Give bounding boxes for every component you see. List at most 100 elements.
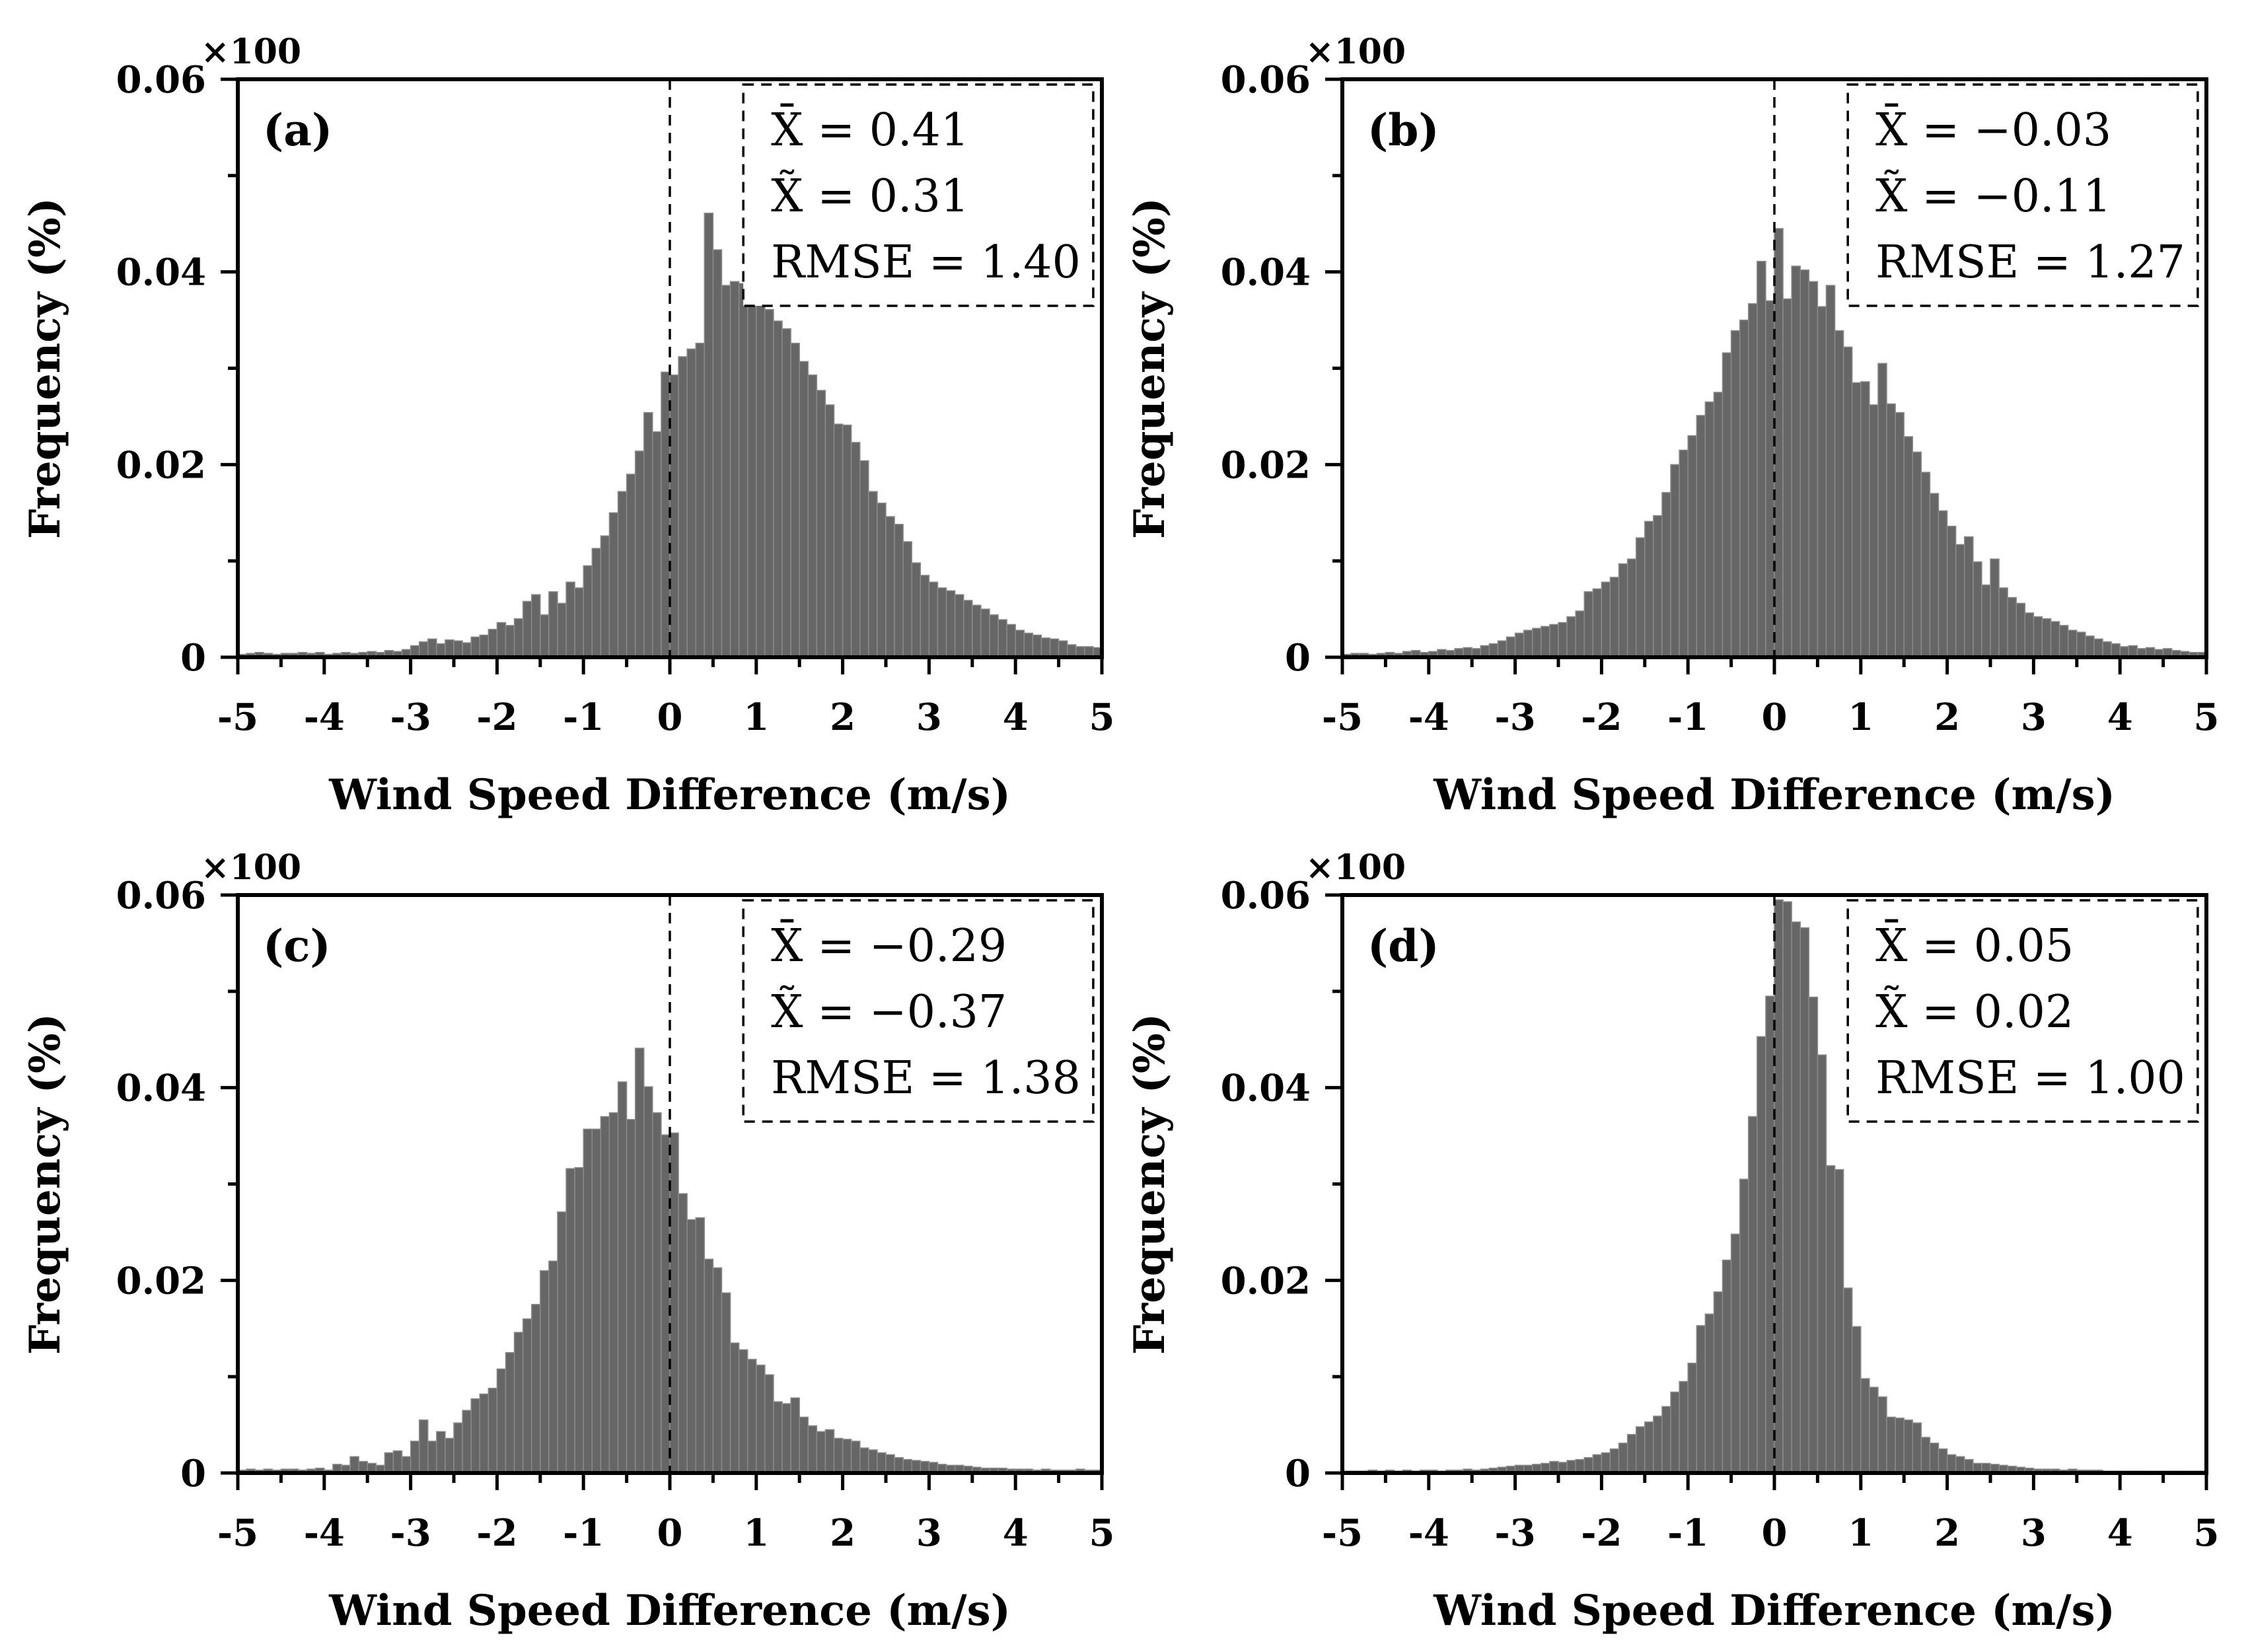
histogram-bar (1541, 626, 1550, 658)
histogram-bar (1532, 628, 1542, 658)
x-tick-label: 1 (743, 696, 769, 739)
histogram-bar (436, 643, 446, 658)
histogram-bar (1739, 1178, 1749, 1474)
histogram-bar (962, 600, 973, 658)
histogram-bar (1592, 588, 1603, 658)
histogram-bar (669, 1132, 679, 1474)
y-axis-label: Frequency (%) (1125, 1013, 1175, 1355)
histogram-bar (1506, 636, 1516, 658)
histogram-bar (790, 342, 800, 658)
x-axis-label: Wind Speed Difference (m/s) (328, 770, 1011, 820)
histogram-bar (1895, 1418, 1905, 1474)
histogram-bar (445, 639, 454, 658)
histogram-bar (686, 1219, 696, 1474)
histogram-bar (1722, 352, 1732, 658)
histogram-bar (781, 328, 791, 658)
histogram-bar (540, 1270, 550, 1474)
y-tick-label: 0.06 (1221, 58, 1311, 102)
x-tick-label: 3 (2021, 696, 2047, 739)
histogram-bar (1626, 1433, 1637, 1474)
histogram-bar (1730, 1233, 1741, 1474)
histogram-bar (661, 1134, 671, 1474)
histogram-bar (1722, 1259, 1732, 1474)
histogram-bar (911, 562, 922, 658)
histogram-bar (2111, 643, 2121, 658)
histogram-bar (608, 512, 619, 658)
stat-median: X̃ = 0.31 (771, 170, 969, 223)
x-tick-label: -1 (1667, 1511, 1708, 1555)
histogram-bar (746, 289, 757, 658)
histogram-bar (1912, 451, 1922, 658)
histogram-bar (1583, 591, 1594, 658)
histogram-bar (583, 565, 593, 658)
histogram-bar (401, 1456, 412, 1474)
histogram-bar (1704, 1313, 1715, 1474)
histogram-bar (1920, 472, 1931, 658)
histogram-bar (1618, 563, 1628, 658)
histogram-bar (824, 1429, 835, 1474)
histogram-bar (1973, 561, 1982, 658)
histogram-bar (1679, 449, 1688, 658)
histogram-bar (842, 1439, 852, 1474)
x-tick-label: -4 (1408, 1511, 1449, 1555)
histogram-panel-b: X̄ = −0.03 X̃ = −0.11 RMSE = 1.27 -5 -4 -3 -2 -… (1125, 32, 2219, 820)
x-tick-label: 4 (2107, 696, 2133, 739)
histogram-bar (1791, 266, 1801, 658)
histogram-bar (2041, 618, 2052, 658)
x-tick-label: -1 (563, 696, 604, 739)
histogram-bar (462, 642, 472, 658)
histogram-bar (591, 1128, 602, 1474)
histogram-bar (1757, 260, 1766, 658)
x-tick-label: 2 (1934, 1511, 1960, 1555)
x-tick-label: 3 (916, 696, 942, 739)
histogram-bar (557, 602, 567, 658)
x-tick-label: 4 (1003, 696, 1029, 739)
histogram-bar (1687, 435, 1698, 658)
histogram-bar (1765, 300, 1775, 658)
histogram-bar (799, 1416, 809, 1474)
histogram-bar (643, 412, 653, 658)
histogram-bar (1635, 537, 1646, 658)
histogram-bar (634, 1048, 645, 1474)
histogram-bar (1929, 1443, 1940, 1474)
histogram-bar (1618, 1443, 1628, 1474)
histogram-bar (1817, 306, 1827, 658)
histogram-bar (548, 1260, 558, 1474)
stat-mean: X̄ = 0.05 (1875, 920, 2074, 972)
histogram-bar (1696, 1325, 1706, 1474)
y-multiplier-label: ×100 (1305, 847, 1406, 888)
histogram-bar (488, 1387, 498, 1474)
histogram-bar (764, 1374, 774, 1474)
histogram-bar (712, 1267, 723, 1474)
histogram-bar (1964, 536, 1974, 658)
x-tick-label: 0 (1762, 1511, 1788, 1555)
y-tick-label: 0 (180, 636, 206, 680)
histogram-bar (661, 371, 671, 658)
histogram-bar (704, 1258, 714, 1474)
x-tick-label: 3 (916, 1511, 942, 1555)
x-tick-label: -2 (476, 696, 517, 739)
histogram-bar (1601, 581, 1611, 658)
histogram-bar (756, 287, 766, 658)
histogram-bar (686, 348, 696, 658)
y-tick-label: 0 (1285, 636, 1311, 680)
histogram-bar (1842, 1287, 1853, 1474)
histogram-bar (1748, 303, 1758, 658)
histogram-bar (565, 581, 575, 658)
histogram-bar (1955, 544, 1965, 658)
histogram-bar (998, 619, 1007, 658)
histogram-bar (1869, 1386, 1879, 1474)
y-tick-label: 0.06 (116, 874, 206, 917)
x-tick-label: -4 (1408, 696, 1449, 739)
histogram-bar (1644, 521, 1654, 658)
x-tick-label: -2 (476, 1511, 517, 1555)
histogram-bar (746, 1359, 757, 1474)
stats-box (1846, 899, 2199, 1123)
y-tick-label: 0.02 (116, 443, 206, 487)
histogram-bar (1929, 493, 1940, 658)
histogram-bar (1920, 1437, 1931, 1474)
stats-box (742, 83, 1095, 307)
histogram-bar (1860, 1378, 1870, 1474)
histogram-bar (738, 283, 748, 658)
x-tick-label: 2 (830, 696, 855, 739)
